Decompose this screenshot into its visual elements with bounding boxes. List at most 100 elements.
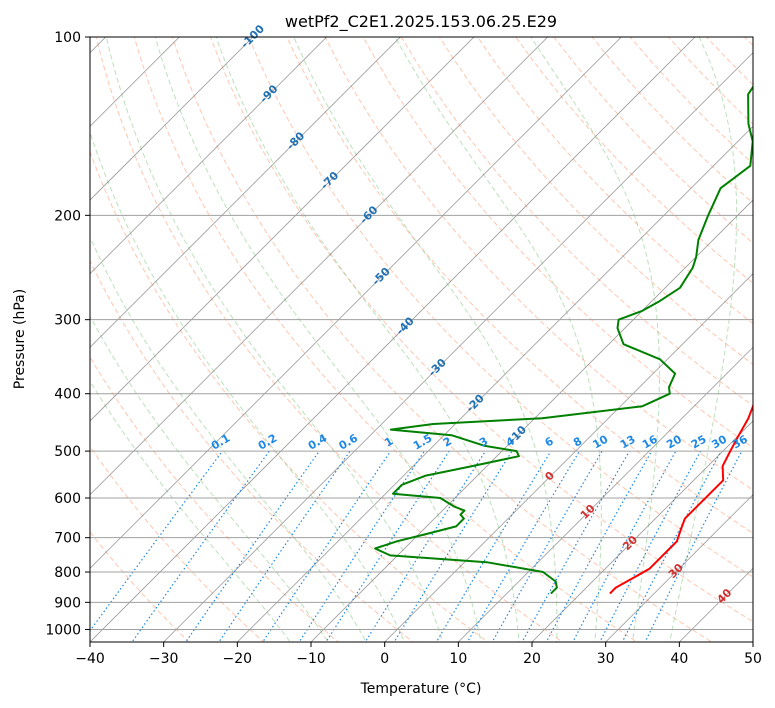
isotherm xyxy=(90,37,549,496)
isotherm xyxy=(90,37,180,127)
moist-adiabat xyxy=(90,314,329,642)
dry-adiabat xyxy=(90,259,414,642)
moist-adiabat xyxy=(90,380,291,642)
mixing-ratio-label: 8 xyxy=(571,435,584,450)
mixing-ratio-label: 6 xyxy=(543,434,556,449)
dry-adiabat xyxy=(591,37,753,204)
dry-adiabat xyxy=(400,37,753,407)
mixing-ratio-line xyxy=(491,450,603,642)
mixing-ratio-label: 30 xyxy=(709,432,729,451)
chart-title: wetPf2_C2E1.2025.153.06.25.E29 xyxy=(285,12,557,32)
x-tick-label: −40 xyxy=(75,651,105,667)
dry-adiabat xyxy=(90,445,265,642)
x-tick-label: 30 xyxy=(597,651,615,667)
x-axis-label: Temperature (°C) xyxy=(360,681,482,697)
y-axis: 100 200 300 400 500 600 700 800 900 1000 xyxy=(45,30,90,638)
mixing-ratio-line xyxy=(621,450,722,642)
dry-adiabat xyxy=(90,531,190,642)
dry-adiabat xyxy=(744,37,753,47)
y-tick-label: 200 xyxy=(54,208,81,224)
y-tick-label: 800 xyxy=(54,565,81,581)
mixing-ratio-label: 0.4 xyxy=(306,431,330,452)
moist-adiabat xyxy=(669,37,738,642)
isotherm xyxy=(90,37,475,422)
x-tick-label: 50 xyxy=(744,651,762,667)
series-line-1 xyxy=(609,403,753,595)
isotherm xyxy=(90,37,696,642)
mixing-ratio-label: 13 xyxy=(618,433,638,452)
mixing-ratio-label: 20 xyxy=(664,432,684,451)
isotherm-label: -70 xyxy=(318,169,341,192)
moist-adiabat xyxy=(215,37,520,642)
mixing-ratio-line xyxy=(298,450,425,642)
mixing-ratio-label: 1 xyxy=(382,435,395,450)
moist-adiabat xyxy=(154,37,482,642)
isotherm xyxy=(90,37,328,275)
dry-adiabat xyxy=(90,150,489,642)
y-tick-label: 300 xyxy=(54,313,81,329)
dry-adiabat xyxy=(756,10,775,654)
isotherm xyxy=(0,10,59,654)
x-tick-label: 20 xyxy=(523,651,541,667)
mixing-ratio-line xyxy=(90,450,223,632)
y-tick-label: 100 xyxy=(54,30,81,46)
moist-adiabat xyxy=(90,130,406,642)
isotherm-label: -90 xyxy=(257,82,280,105)
isotherm xyxy=(605,494,753,642)
y-tick-label: 400 xyxy=(54,387,81,403)
x-tick-label: 40 xyxy=(670,651,688,667)
isotherm xyxy=(90,37,622,569)
isotherm xyxy=(752,641,753,642)
mixing-ratio-line xyxy=(599,450,702,642)
mixing-ratio-line xyxy=(185,450,320,642)
dry-adiabat xyxy=(362,37,753,449)
isotherm xyxy=(457,346,753,642)
line-labels: 0.1 0.2 0.4 0.6 1 1.5 2 3 4 6 8 10 13 16 20 25 30 36-100-… xyxy=(209,22,750,606)
mixing-ratio-line xyxy=(262,450,392,642)
y-tick-label: 900 xyxy=(54,595,81,611)
dry-adiabat xyxy=(515,37,753,284)
moist-adiabat xyxy=(394,37,602,642)
x-tick-label: 0 xyxy=(380,651,389,667)
series-line-2 xyxy=(374,85,753,595)
isotherm-label: -50 xyxy=(370,265,393,288)
mixing-ratio-label: 25 xyxy=(689,433,709,452)
isotherm xyxy=(90,37,401,348)
x-axis: −40 −30 −20 −10 0 10 20 30 40 50 xyxy=(75,642,762,667)
y-tick-label: 700 xyxy=(54,531,81,547)
moist-adiabat xyxy=(90,235,367,642)
y-axis-label: Pressure (hPa) xyxy=(12,289,28,389)
dry-adiabat xyxy=(90,356,339,642)
isotherm xyxy=(236,125,753,642)
moist-adiabat xyxy=(530,37,660,642)
background-lines xyxy=(0,10,775,654)
dry-adiabat xyxy=(629,37,753,165)
x-tick-label: −10 xyxy=(296,651,326,667)
mixing-ratio-label: 10 xyxy=(591,432,611,451)
dry-adiabat xyxy=(705,37,753,86)
isotherm-label: 10 xyxy=(578,502,598,522)
isotherm-label: 20 xyxy=(620,533,640,553)
plot-frame xyxy=(89,36,754,643)
isotherm xyxy=(531,420,753,642)
isotherm xyxy=(310,199,753,642)
isotherm xyxy=(384,273,753,642)
mixing-ratio-line xyxy=(393,450,513,642)
isotherm-label: 40 xyxy=(714,586,734,606)
y-tick-label: 1000 xyxy=(45,622,81,638)
x-tick-label: −20 xyxy=(223,651,253,667)
y-tick-label: 500 xyxy=(54,444,81,460)
isotherm-label: 0 xyxy=(542,469,557,484)
dry-adiabat xyxy=(171,37,713,642)
mixing-ratio-line xyxy=(131,450,270,642)
isotherm-label: -30 xyxy=(426,356,449,379)
dry-adiabat xyxy=(95,37,564,642)
dry-adiabat xyxy=(477,37,753,325)
isotherm xyxy=(163,52,753,642)
mixing-ratio-label: 36 xyxy=(730,432,750,451)
mixing-ratio-line xyxy=(545,450,653,642)
isotherm-label: -60 xyxy=(357,203,380,226)
isotherm-label: -20 xyxy=(464,392,487,415)
isotherm xyxy=(90,37,254,201)
